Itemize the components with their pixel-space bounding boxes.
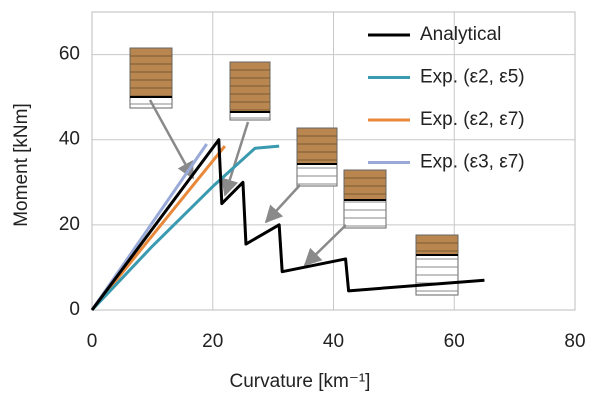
x-tick-label: 80 — [564, 331, 585, 352]
legend-label: Exp. (ε3, ε7) — [420, 152, 525, 173]
y-tick-label: 60 — [59, 44, 80, 65]
plot-border — [91, 11, 576, 311]
section-fill — [415, 234, 459, 256]
annotation-arrow — [221, 121, 250, 197]
series-line — [90, 138, 485, 311]
x-tick-label: 40 — [323, 331, 344, 352]
section-fill — [296, 127, 338, 165]
x-axis-label: Curvature [km⁻¹] — [230, 371, 371, 392]
y-axis-label: Moment [kNm] — [11, 103, 32, 227]
annotation-arrow — [303, 224, 347, 267]
y-tick-label: 0 — [69, 299, 80, 320]
legend-label: Exp. (ε2, ε7) — [420, 109, 525, 130]
series-line — [90, 144, 280, 312]
x-tick-label: 20 — [202, 331, 223, 352]
y-tick-label: 20 — [59, 214, 80, 235]
annotation-arrow — [148, 99, 195, 180]
annotation-arrow — [264, 184, 301, 224]
legend-label: Exp. (ε2, ε5) — [420, 67, 525, 88]
x-tick-label: 60 — [444, 331, 465, 352]
x-tick-label: 0 — [87, 331, 98, 352]
y-tick-label: 40 — [59, 129, 80, 150]
section-fill — [343, 169, 387, 201]
legend-label: Analytical — [420, 24, 501, 45]
